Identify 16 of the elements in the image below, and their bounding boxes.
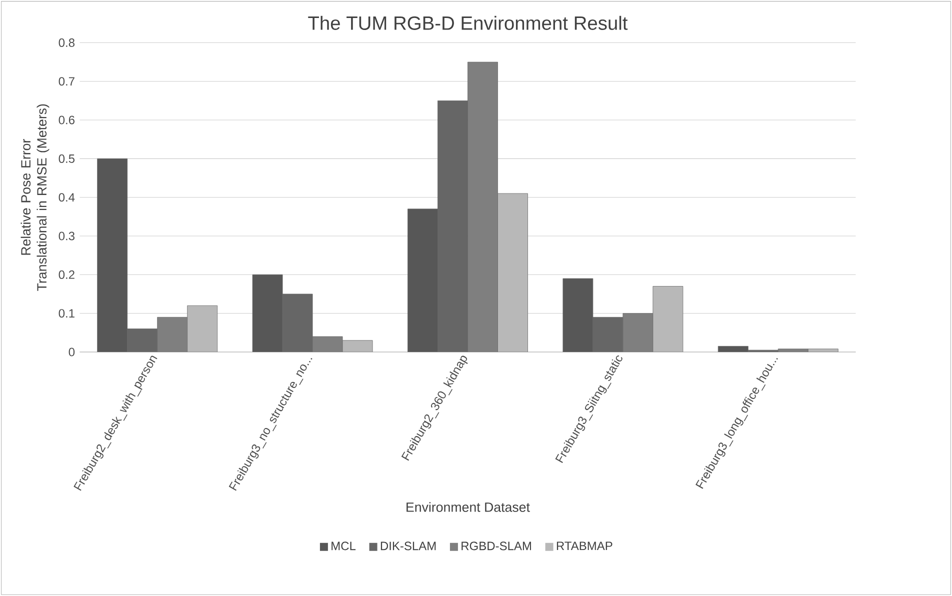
y-axis-title: Relative Pose Error Translational in RMSE (Meters) (20, 104, 50, 291)
y-tick-label: 0.1 (58, 309, 74, 318)
y-tick-label: 0.7 (58, 77, 74, 86)
y-tick-label: 0.3 (58, 232, 74, 240)
legend-label: DIK-SLAM (380, 542, 436, 550)
x-axis-title: Environment Dataset (406, 502, 530, 512)
chart-title: The TUM RGB-D Environment Result (308, 16, 628, 30)
y-tick-label: 0.8 (58, 38, 74, 47)
y-tick-label: 0.4 (58, 193, 75, 202)
y-tick-label: 0 (68, 348, 75, 356)
legend-label: MCL (332, 542, 356, 550)
y-tick-label: 0.5 (58, 154, 75, 163)
legend-label: RTABMAP (556, 542, 612, 550)
legend-label: RGBD-SLAM (462, 542, 531, 550)
y-tick-label: 0.6 (58, 116, 74, 124)
y-tick-label: 0.2 (58, 270, 74, 279)
